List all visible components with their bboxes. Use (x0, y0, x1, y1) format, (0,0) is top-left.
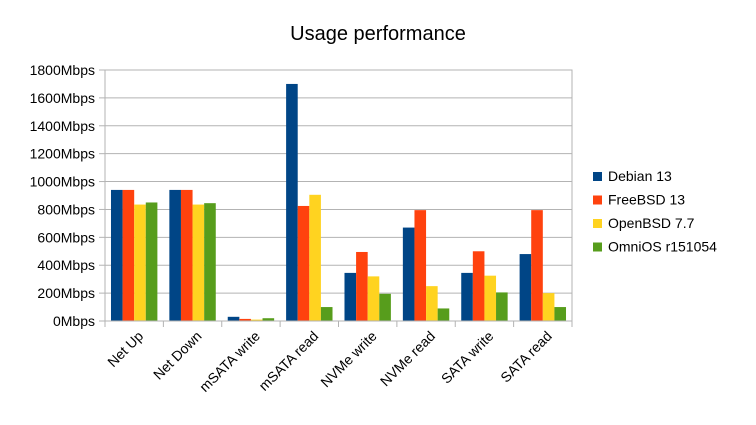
x-tick-label: Net Up (104, 328, 146, 370)
bar (286, 83, 298, 321)
legend-swatch (593, 195, 602, 205)
x-tick-label: mSATA read (255, 328, 321, 394)
bar (519, 254, 532, 321)
bar (437, 308, 450, 321)
bar (484, 275, 497, 321)
bar (169, 189, 181, 321)
y-tick-label: 0Mbps (53, 313, 95, 329)
y-tick-label: 1200Mbps (30, 146, 95, 162)
chart-title: Usage performance (290, 23, 466, 45)
legend-swatch (593, 219, 602, 228)
bar (426, 286, 438, 321)
y-tick-label: 400Mbps (37, 257, 95, 273)
bar (356, 251, 368, 321)
legend-label: Debian 13 (608, 168, 672, 184)
bar (379, 293, 391, 321)
y-tick-label: 1800Mbps (30, 62, 95, 78)
bar (461, 272, 473, 321)
y-tick-label: 600Mbps (37, 229, 95, 245)
x-tick-label: Net Down (150, 328, 205, 383)
legend-swatch (593, 172, 602, 181)
bar (204, 203, 216, 321)
bar (531, 210, 543, 321)
bar (414, 210, 427, 321)
x-tick-label: SATA write (438, 328, 497, 387)
y-tick-label: 800Mbps (37, 201, 95, 217)
y-tick-label: 1000Mbps (30, 174, 95, 190)
bar (180, 189, 193, 321)
bar (554, 307, 567, 321)
bar (367, 276, 380, 321)
legend-swatch (593, 242, 602, 252)
bar (122, 189, 135, 321)
bar (297, 205, 310, 321)
bar (192, 204, 205, 321)
bar (250, 319, 263, 321)
x-tick-label: NVMe write (317, 328, 380, 391)
bar (110, 189, 123, 321)
bar (320, 307, 333, 321)
legend-label: FreeBSD 13 (608, 192, 685, 208)
y-tick-label: 1600Mbps (30, 90, 95, 106)
legend: Debian 13 FreeBSD 13 OpenBSD 7.7 OmniOS r15… (593, 168, 717, 255)
bar (262, 318, 275, 321)
bars (110, 83, 567, 321)
x-tick-label: mSATA write (196, 328, 263, 395)
x-tick-label: NVMe read (377, 328, 438, 389)
x-tick-label: SATA read (497, 328, 555, 386)
legend-label: OmniOS r151054 (608, 239, 717, 255)
bar (227, 316, 240, 321)
axes (99, 69, 573, 327)
bar (134, 204, 146, 321)
bar (496, 292, 508, 321)
legend-label: OpenBSD 7.7 (608, 215, 695, 231)
bar (145, 202, 158, 321)
bar (472, 251, 485, 321)
bar (344, 272, 357, 321)
y-tick-labels: 0Mbps 200Mbps 400Mbps 600Mbps 800Mbps 1000Mbp… (30, 62, 95, 329)
bar (542, 293, 555, 321)
bar (239, 318, 251, 321)
bar (309, 194, 321, 321)
bar (402, 227, 415, 321)
y-tick-label: 200Mbps (37, 285, 95, 301)
y-tick-label: 1400Mbps (30, 118, 95, 134)
